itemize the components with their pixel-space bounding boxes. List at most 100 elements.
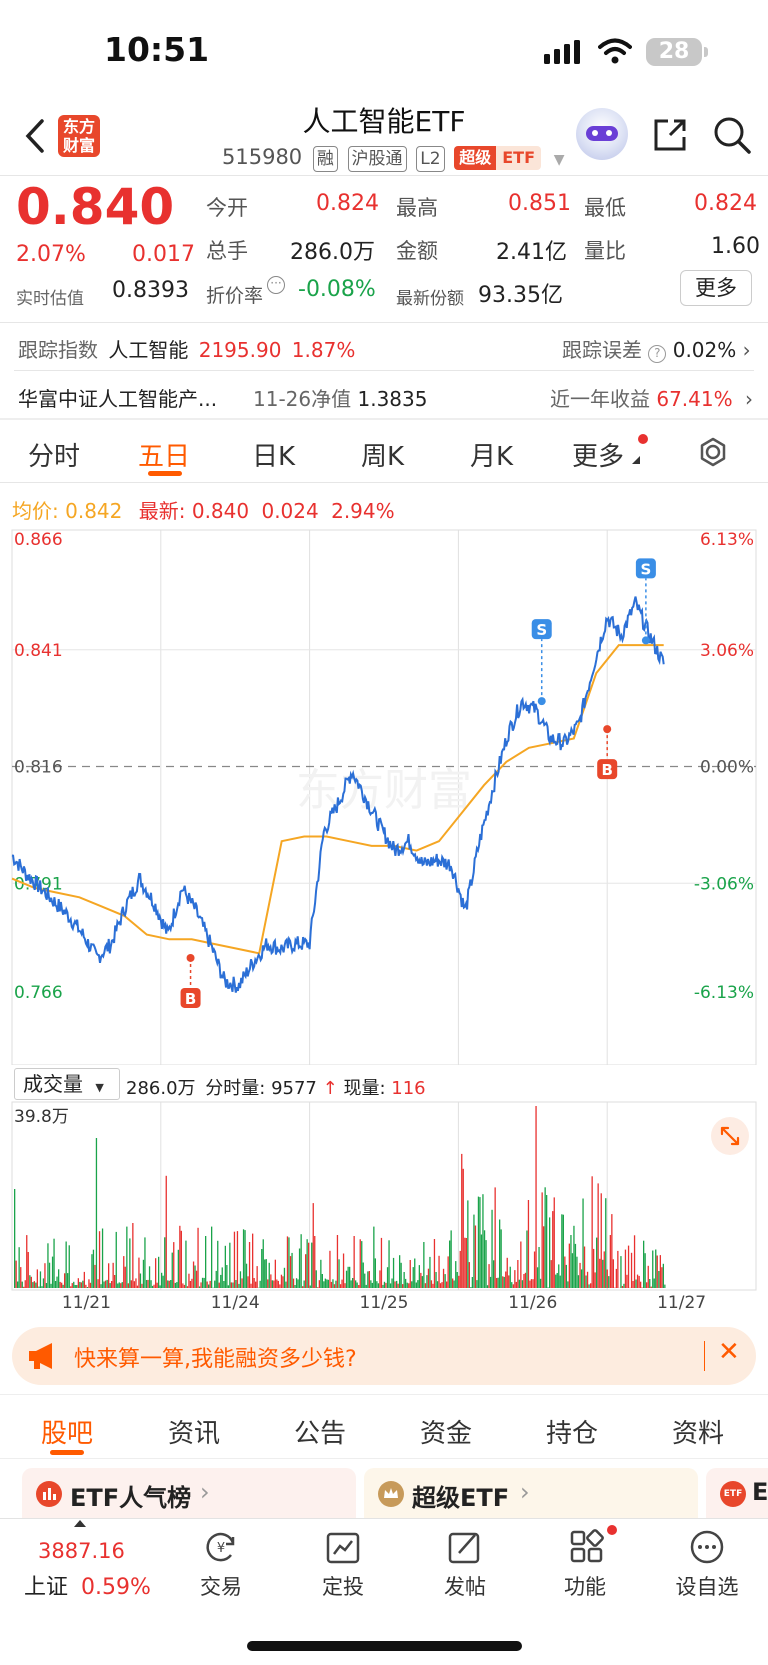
volume-bar	[615, 1268, 617, 1288]
security-code: 515980	[222, 145, 303, 169]
tab-funds-flow[interactable]: 资金	[420, 1419, 473, 1449]
invest-plan-icon[interactable]	[325, 1529, 361, 1565]
back-arrow-icon[interactable]	[24, 118, 46, 154]
nav-functions[interactable]: 功能	[564, 1575, 606, 1599]
volume-bar	[165, 1175, 167, 1288]
apps-grid-icon[interactable]	[569, 1529, 605, 1565]
tab-weekly-k[interactable]: 周K	[361, 442, 405, 472]
volume-bar	[24, 1280, 26, 1288]
volume-bar	[150, 1280, 152, 1288]
chart-markers: B S B S	[180, 558, 656, 1008]
tab-five-day[interactable]: 五日	[138, 442, 191, 472]
volume-bar	[241, 1278, 243, 1288]
tab-daily-k[interactable]: 日K	[252, 442, 296, 472]
nav-index[interactable]: 上证 0.59%	[24, 1569, 151, 1601]
change-percent: 2.07%	[16, 242, 86, 267]
tracking-error-help-icon[interactable]: ?	[648, 345, 667, 363]
tab-intraday[interactable]: 分时	[28, 442, 81, 472]
gear-icon[interactable]	[697, 436, 729, 468]
volume-bar	[432, 1283, 434, 1288]
card-super-etf[interactable]: 超级ETF ›	[364, 1468, 698, 1518]
avg-value: 0.842	[65, 499, 123, 523]
volume-bar	[83, 1271, 85, 1288]
trade-icon[interactable]: ¥	[203, 1529, 239, 1565]
volume-bar	[26, 1235, 28, 1288]
volume-bar	[562, 1214, 564, 1288]
nav-trade[interactable]: 交易	[200, 1575, 242, 1599]
volume-bar	[247, 1276, 249, 1288]
volume-bar	[129, 1238, 131, 1288]
volume-bar	[403, 1272, 405, 1288]
x-tick-label: 11/26	[508, 1293, 558, 1313]
tab-forum[interactable]: 股吧	[41, 1419, 94, 1449]
volume-bar	[80, 1282, 82, 1288]
volume-bar	[38, 1286, 40, 1288]
volume-indicator-select[interactable]: 成交量 ▼	[14, 1068, 120, 1100]
tab-holdings[interactable]: 持仓	[546, 1419, 599, 1449]
card-etf-popular[interactable]: ETF人气榜 ›	[22, 1468, 356, 1518]
tab-monthly-k[interactable]: 月K	[470, 442, 514, 472]
volume-bar	[182, 1283, 184, 1288]
card-etf-more[interactable]: ETF E	[706, 1468, 768, 1518]
volume-bar	[253, 1278, 255, 1288]
buy-marker	[180, 987, 201, 1008]
volume-bar	[361, 1241, 363, 1288]
tag-dropdown-icon[interactable]: ▼	[553, 152, 565, 168]
volume-bar	[405, 1278, 407, 1288]
add-watchlist-icon[interactable]	[689, 1529, 725, 1565]
tab-more[interactable]: 更多	[572, 442, 625, 472]
nav-index-value[interactable]: 3887.16	[38, 1539, 125, 1563]
more-button[interactable]: 更多	[680, 270, 752, 306]
latest-label: 最新:	[138, 499, 186, 523]
volume-label: 总手	[206, 239, 248, 263]
close-icon[interactable]: ✕	[718, 1337, 740, 1367]
volume-bar	[456, 1272, 458, 1288]
tab-announcement[interactable]: 公告	[294, 1419, 347, 1449]
volume-bar	[429, 1256, 431, 1288]
nav-invest-plan[interactable]: 定投	[322, 1575, 364, 1599]
volume-bar	[147, 1279, 149, 1288]
tab-news[interactable]: 资讯	[168, 1419, 221, 1449]
share-icon[interactable]	[652, 117, 688, 153]
volume-chart[interactable]: 39.8万	[0, 1100, 768, 1300]
volume-bar	[485, 1240, 487, 1288]
search-icon[interactable]	[712, 115, 752, 155]
chart-grid	[12, 530, 756, 1065]
tracking-index-row[interactable]: 跟踪指数 人工智能 2195.90 1.87%	[18, 334, 355, 363]
chevron-down-icon: ▼	[95, 1081, 104, 1094]
volume-bar	[491, 1209, 493, 1288]
volume-bar	[509, 1266, 511, 1288]
marker-label: B	[185, 990, 196, 1008]
expand-icon[interactable]	[711, 1117, 749, 1155]
assistant-avatar[interactable]	[576, 108, 628, 160]
nav-add-watchlist[interactable]: 设自选	[675, 1575, 739, 1599]
volume-bar	[327, 1279, 329, 1288]
super-etf-badge[interactable]: 超级 ETF	[454, 146, 542, 170]
volume-bar	[632, 1281, 634, 1288]
watermark: 东方财富	[296, 765, 472, 816]
volume-bar	[338, 1259, 340, 1288]
fund-yield[interactable]: 近一年收益 67.41% ›	[550, 383, 753, 412]
volume-bar	[529, 1280, 531, 1288]
discount-info-icon[interactable]: ···	[267, 276, 285, 294]
volume-bar	[650, 1286, 652, 1288]
volume-bar	[305, 1254, 307, 1288]
fund-name[interactable]: 华富中证人工智能产...	[18, 387, 218, 411]
compose-icon[interactable]	[447, 1529, 483, 1565]
chart-info-line: 均价: 0.842 最新: 0.840 0.024 2.94%	[12, 495, 395, 524]
tracking-index-name: 人工智能	[108, 338, 189, 362]
volume-bar	[621, 1286, 624, 1288]
promo-banner[interactable]: 快来算一算,我能融资多少钱? ✕	[12, 1327, 756, 1385]
volume-bar	[135, 1278, 137, 1288]
volume-bar	[14, 1189, 16, 1288]
tracking-error-row[interactable]: 跟踪误差 ? 0.02% ›	[562, 334, 751, 363]
nav-post[interactable]: 发帖	[444, 1575, 486, 1599]
ranking-icon	[36, 1481, 62, 1507]
volume-bar	[255, 1281, 257, 1288]
volume-bar	[283, 1267, 286, 1288]
volume-bar	[194, 1265, 196, 1288]
tab-profile[interactable]: 资料	[672, 1419, 725, 1449]
volume-bar	[265, 1259, 267, 1288]
volume-bar	[383, 1281, 386, 1288]
